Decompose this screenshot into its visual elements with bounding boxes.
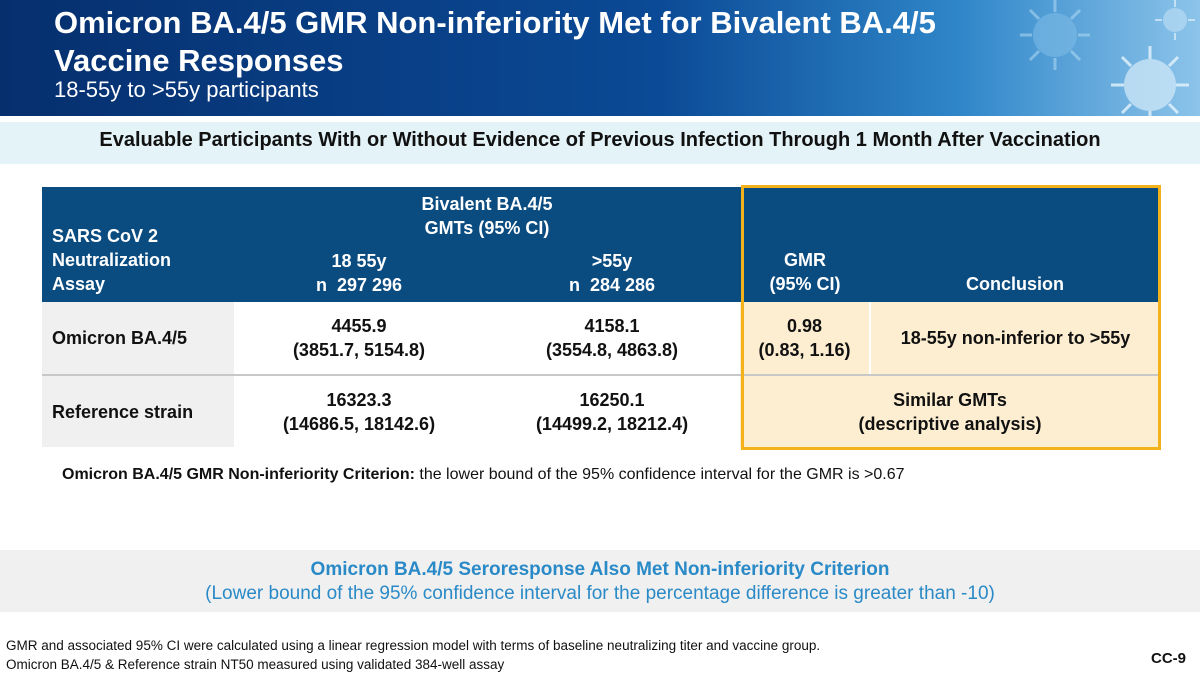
slide-title: Omicron BA.4/5 GMR Non-inferiority Met f… <box>54 5 936 78</box>
footnote-1: GMR and associated 95% CI were calculate… <box>6 638 821 653</box>
gmt-cell: 16250.1 (14499.2, 18212.4) <box>484 375 741 447</box>
gmr-cell: 0.98 (0.83, 1.16) <box>740 302 872 376</box>
slide-subtitle: 18-55y to >55y participants <box>54 77 319 102</box>
virus-decoration-icon <box>1150 0 1200 45</box>
seroresponse-detail: (Lower bound of the 95% confidence inter… <box>205 583 995 604</box>
virus-decoration-icon <box>1010 0 1100 80</box>
criterion-label: Omicron BA.4/5 GMR Non-inferiority Crite… <box>62 466 415 483</box>
subheading-band: Evaluable Participants With or Without E… <box>0 122 1200 164</box>
gmt-cell: 4158.1 (3554.8, 4863.8) <box>484 302 741 376</box>
subheading: Evaluable Participants With or Without E… <box>99 129 1101 151</box>
criterion-text: the lower bound of the 95% confidence in… <box>414 466 905 483</box>
age-over-55-header: >55y n 284 286 <box>484 244 741 302</box>
criterion-note: Omicron BA.4/5 GMR Non-inferiority Crite… <box>62 466 905 484</box>
virus-decoration-icon <box>1100 40 1200 116</box>
table-row: Omicron BA.4/5 4455.9 (3851.7, 5154.8) 4… <box>42 302 1161 376</box>
footnotes: GMR and associated 95% CI were calculate… <box>6 636 820 674</box>
row-label: Omicron BA.4/5 <box>42 302 234 376</box>
bivalent-group-header: Bivalent BA.4/5 GMTs (95% CI) <box>234 187 741 244</box>
footnote-2: Omicron BA.4/5 & Reference strain NT50 m… <box>6 657 505 672</box>
assay-header: SARS CoV 2 Neutralization Assay <box>42 187 234 302</box>
gmt-cell: 16323.3 (14686.5, 18142.6) <box>234 375 484 447</box>
row-label: Reference strain <box>42 375 234 447</box>
results-table: SARS CoV 2 Neutralization Assay Bivalent… <box>42 187 1161 447</box>
gmr-header: GMR (95% CI) <box>740 187 871 302</box>
slide-number: CC-9 <box>1150 650 1186 667</box>
gmt-cell: 4455.9 (3851.7, 5154.8) <box>234 302 484 376</box>
conclusion-header: Conclusion <box>870 187 1161 302</box>
seroresponse-band: Omicron BA.4/5 Seroresponse Also Met Non… <box>0 550 1200 612</box>
conclusion-cell: 18-55y non-inferior to >55y <box>870 302 1161 376</box>
seroresponse-heading: Omicron BA.4/5 Seroresponse Also Met Non… <box>310 559 890 580</box>
title-banner: Omicron BA.4/5 GMR Non-inferiority Met f… <box>0 0 1200 116</box>
table-row: Reference strain 16323.3 (14686.5, 18142… <box>42 375 1161 447</box>
conclusion-cell: Similar GMTs (descriptive analysis) <box>740 375 1161 447</box>
age-18-55-header: 18 55y n 297 296 <box>234 244 484 302</box>
